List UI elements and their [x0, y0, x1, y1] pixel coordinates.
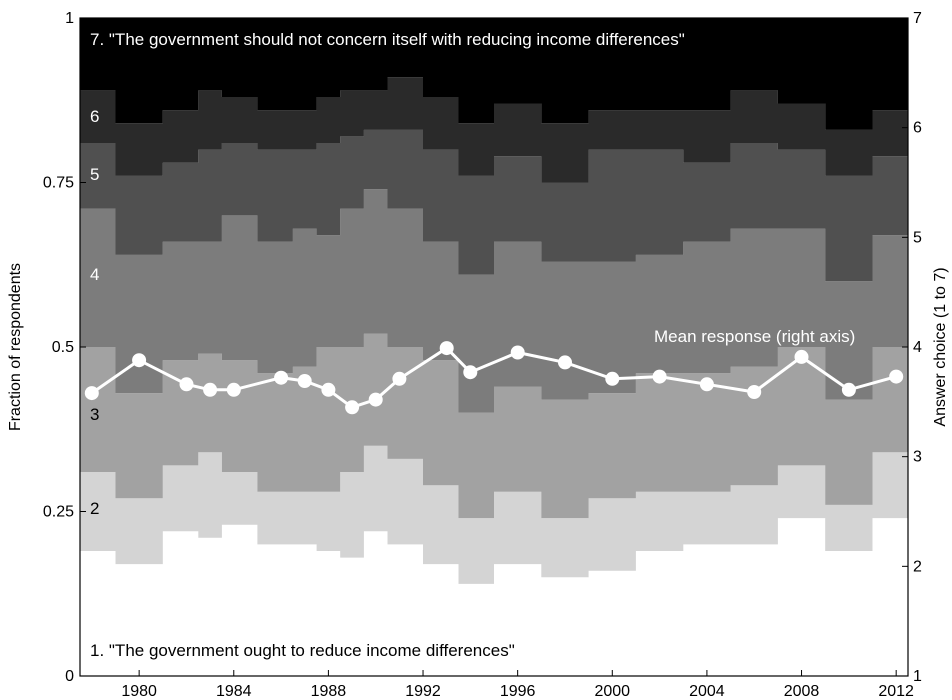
y-tick-label-left: 0.25	[43, 504, 74, 521]
axes: 1980 1984 1988 1992 1996 2000 2004 2008 2012 0 0.2…	[43, 10, 922, 700]
mean-response-point	[392, 371, 407, 386]
band-label-6: 6	[90, 107, 99, 126]
mean-response-point	[652, 369, 667, 384]
stacked-bands	[80, 18, 908, 676]
mean-response-line	[90, 346, 897, 409]
y-axis-label-left: Fraction of respondents	[7, 263, 24, 431]
mean-response-point	[132, 353, 147, 368]
mean-response-point	[558, 355, 572, 370]
mean-response-point	[368, 392, 383, 407]
mean-response-point	[510, 345, 525, 360]
band-label-1: 1. "The government ought to reduce incom…	[90, 641, 515, 660]
mean-response-point	[203, 382, 218, 397]
mean-response-point	[841, 382, 856, 397]
y-tick-label-left: 1	[65, 10, 74, 27]
mean-response-point	[747, 385, 762, 399]
band-7	[80, 18, 908, 130]
band-label-5: 5	[90, 165, 99, 184]
y-tick-label-right: 4	[913, 339, 922, 356]
mean-response-line-group	[84, 341, 904, 415]
band-4	[80, 189, 908, 413]
x-tick-label: 2000	[594, 683, 630, 700]
x-tick-label: 2004	[689, 683, 725, 700]
y-tick-label-right: 6	[913, 120, 922, 137]
mean-response-point	[179, 377, 194, 392]
x-tick-label: 2008	[784, 683, 820, 700]
mean-response-point	[605, 371, 620, 386]
y-tick-label-left: 0	[65, 668, 74, 685]
mean-response-point	[439, 341, 454, 356]
mean-response-point	[463, 365, 478, 380]
mean-response-label: Mean response (right axis)	[654, 327, 855, 346]
band-1	[80, 518, 908, 676]
band-label-7: 7. "The government should not concern it…	[90, 30, 685, 49]
mean-response-point	[226, 382, 241, 397]
mean-response-point	[699, 377, 714, 392]
x-tick-label: 2012	[878, 683, 914, 700]
x-tick-label: 1992	[405, 683, 441, 700]
band-6	[80, 77, 908, 183]
y-axis-label-right: Answer choice (1 to 7)	[932, 267, 949, 426]
x-tick-label: 1988	[311, 683, 347, 700]
x-tick-label: 1996	[500, 683, 536, 700]
y-tick-label-right: 7	[913, 10, 922, 27]
band-label-2: 2	[90, 499, 99, 518]
mean-response-point	[794, 349, 809, 364]
y-tick-label-left: 0.75	[43, 175, 74, 192]
band-label-3: 3	[90, 405, 99, 424]
x-tick-label: 1980	[121, 683, 157, 700]
mean-response-point	[297, 374, 312, 388]
mean-response-point	[889, 369, 904, 384]
y-tick-label-right: 2	[913, 558, 922, 575]
y-tick-label-right: 1	[913, 668, 922, 685]
y-tick-label-right: 5	[913, 229, 922, 246]
y-tick-label-right: 3	[913, 449, 922, 466]
mean-response-point	[345, 400, 360, 415]
mean-response-point	[321, 382, 336, 397]
y-tick-label-left: 0.5	[52, 339, 74, 356]
mean-response-point	[84, 386, 99, 401]
band-5	[80, 129, 908, 282]
band-label-4: 4	[90, 265, 99, 284]
mean-response-point	[274, 370, 289, 385]
x-tick-label: 1984	[216, 683, 252, 700]
